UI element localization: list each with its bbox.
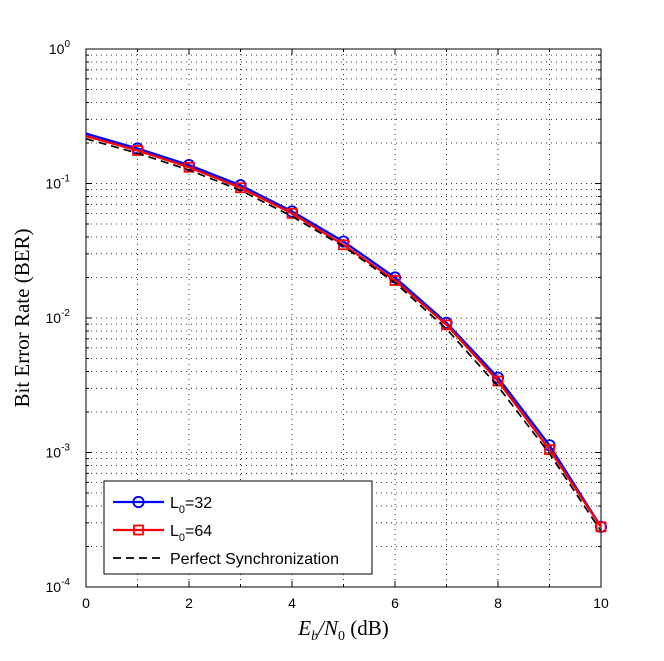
y-tick-exponent: -1 (61, 174, 70, 185)
x-tick-label: 0 (82, 595, 90, 611)
y-tick-exponent: 0 (64, 39, 70, 50)
legend-label-main: L (170, 495, 179, 512)
data-point-marker (595, 521, 607, 533)
y-tick-exponent: -3 (61, 443, 70, 454)
legend-label-main: Perfect Synchronization (170, 551, 339, 568)
y-tick-base: 10 (46, 445, 62, 461)
legend-entry-label: L0=64 (170, 523, 212, 544)
legend-entry-label: L0=32 (170, 495, 212, 516)
y-tick-exponent: -2 (61, 308, 70, 319)
y-tick-base: 10 (46, 310, 62, 326)
x-tick-label: 6 (391, 595, 399, 611)
legend-label-subscript: 0 (179, 504, 185, 516)
x-tick-label: 2 (185, 595, 193, 611)
legend-label-suffix: =32 (185, 495, 212, 512)
legend-swatch-marker (133, 524, 144, 536)
y-tick-label: 100 (49, 39, 71, 57)
series-line (85, 137, 602, 532)
x-tick-label: 8 (494, 595, 502, 611)
x-tick-label: 10 (593, 595, 609, 611)
legend-label-subscript: 0 (179, 532, 185, 544)
x-tick-label: 4 (288, 595, 296, 611)
legend-label-main: L (170, 523, 179, 540)
y-tick-label: 10-4 (46, 577, 71, 595)
legend-entry-label: Perfect Synchronization (170, 551, 339, 568)
legend-box (103, 480, 373, 575)
legend-label-suffix: =64 (185, 523, 212, 540)
y-tick-base: 10 (46, 579, 62, 595)
y-axis-label: Bit Error Rate (BER) (10, 228, 34, 407)
data-point-marker (132, 145, 143, 156)
series-3 (85, 137, 602, 532)
x-axis-label: Eb/N0 (dB) (297, 616, 388, 644)
y-tick-label: 10-1 (46, 174, 71, 192)
y-tick-exponent: -4 (61, 577, 70, 588)
y-tick-base: 10 (46, 176, 62, 192)
legend-swatch-marker (132, 495, 145, 509)
data-point-marker (183, 161, 195, 173)
y-tick-base: 10 (49, 41, 65, 57)
data-series (85, 132, 608, 533)
y-tick-label: 10-2 (46, 308, 71, 326)
series-line (85, 132, 602, 528)
y-tick-label: 10-3 (46, 443, 71, 461)
series-line (85, 135, 602, 528)
